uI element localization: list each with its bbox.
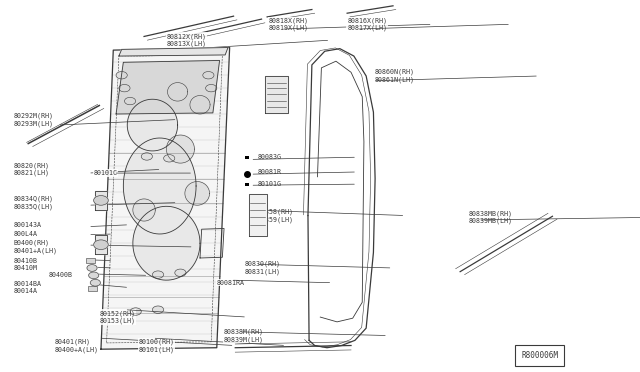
Text: 80152(RH)
80153(LH): 80152(RH) 80153(LH) bbox=[99, 310, 135, 324]
Polygon shape bbox=[168, 83, 188, 101]
Polygon shape bbox=[95, 235, 107, 254]
Text: R800006M: R800006M bbox=[521, 351, 558, 360]
Bar bbox=[88, 286, 97, 291]
Circle shape bbox=[130, 308, 141, 315]
Polygon shape bbox=[249, 194, 267, 236]
Text: 80812X(RH)
80813X(LH): 80812X(RH) 80813X(LH) bbox=[166, 33, 207, 47]
Polygon shape bbox=[266, 76, 288, 113]
Text: 80834Q(RH)
80835Q(LH): 80834Q(RH) 80835Q(LH) bbox=[13, 196, 54, 209]
Text: 80838MB(RH)
80839MB(LH): 80838MB(RH) 80839MB(LH) bbox=[468, 211, 513, 224]
Text: 80292M(RH)
80293M(LH): 80292M(RH) 80293M(LH) bbox=[13, 113, 54, 126]
Bar bbox=[244, 157, 249, 160]
Text: 80081R: 80081R bbox=[258, 169, 282, 175]
Text: 800143A: 800143A bbox=[13, 222, 42, 228]
Text: 80860N(RH)
80861N(LH): 80860N(RH) 80861N(LH) bbox=[375, 69, 415, 83]
Polygon shape bbox=[127, 99, 178, 151]
Polygon shape bbox=[133, 199, 156, 221]
Text: B0400(RH)
80401+A(LH): B0400(RH) 80401+A(LH) bbox=[13, 240, 58, 254]
Circle shape bbox=[116, 71, 127, 79]
Circle shape bbox=[119, 84, 130, 92]
Circle shape bbox=[93, 240, 108, 250]
Polygon shape bbox=[95, 191, 107, 210]
Text: 80830(RH)
80831(LH): 80830(RH) 80831(LH) bbox=[244, 261, 281, 275]
Circle shape bbox=[124, 97, 136, 105]
Circle shape bbox=[89, 272, 99, 279]
Text: 80083G: 80083G bbox=[258, 154, 282, 160]
Circle shape bbox=[175, 269, 186, 276]
Circle shape bbox=[141, 153, 152, 160]
Text: 80081RA: 80081RA bbox=[217, 280, 244, 286]
Polygon shape bbox=[116, 61, 220, 114]
Text: 80100(RH)
80101(LH): 80100(RH) 80101(LH) bbox=[138, 339, 175, 353]
Text: 80410B: 80410B bbox=[13, 257, 38, 264]
Polygon shape bbox=[101, 48, 230, 349]
Circle shape bbox=[203, 71, 214, 79]
Text: 80858(RH)
80859(LH): 80858(RH) 80859(LH) bbox=[258, 209, 294, 222]
Circle shape bbox=[152, 306, 164, 313]
Circle shape bbox=[205, 84, 217, 92]
Text: 80400B: 80400B bbox=[49, 272, 73, 278]
Text: 80816X(RH)
80817X(LH): 80816X(RH) 80817X(LH) bbox=[347, 17, 387, 31]
Bar bbox=[86, 259, 95, 263]
Circle shape bbox=[87, 264, 97, 271]
Text: 80101C: 80101C bbox=[93, 170, 118, 176]
Polygon shape bbox=[133, 206, 200, 280]
Text: 80818X(RH)
80819X(LH): 80818X(RH) 80819X(LH) bbox=[269, 17, 309, 31]
Text: 80410M: 80410M bbox=[13, 265, 38, 271]
Text: 80014BA
80014A: 80014BA 80014A bbox=[13, 281, 42, 294]
Polygon shape bbox=[166, 135, 195, 163]
Bar bbox=[244, 183, 249, 186]
Polygon shape bbox=[190, 96, 210, 114]
Polygon shape bbox=[119, 48, 228, 56]
Text: 800L4A: 800L4A bbox=[13, 231, 38, 237]
Text: 80101G: 80101G bbox=[258, 181, 282, 187]
Text: 80820(RH)
80821(LH): 80820(RH) 80821(LH) bbox=[13, 163, 50, 176]
Polygon shape bbox=[185, 182, 209, 205]
Text: 80401(RH)
80400+A(LH): 80401(RH) 80400+A(LH) bbox=[54, 339, 99, 353]
Text: 80838M(RH)
80839M(LH): 80838M(RH) 80839M(LH) bbox=[224, 328, 264, 343]
Circle shape bbox=[93, 196, 108, 205]
Polygon shape bbox=[124, 138, 196, 234]
Circle shape bbox=[90, 279, 100, 286]
Circle shape bbox=[152, 271, 164, 278]
Circle shape bbox=[164, 155, 175, 162]
